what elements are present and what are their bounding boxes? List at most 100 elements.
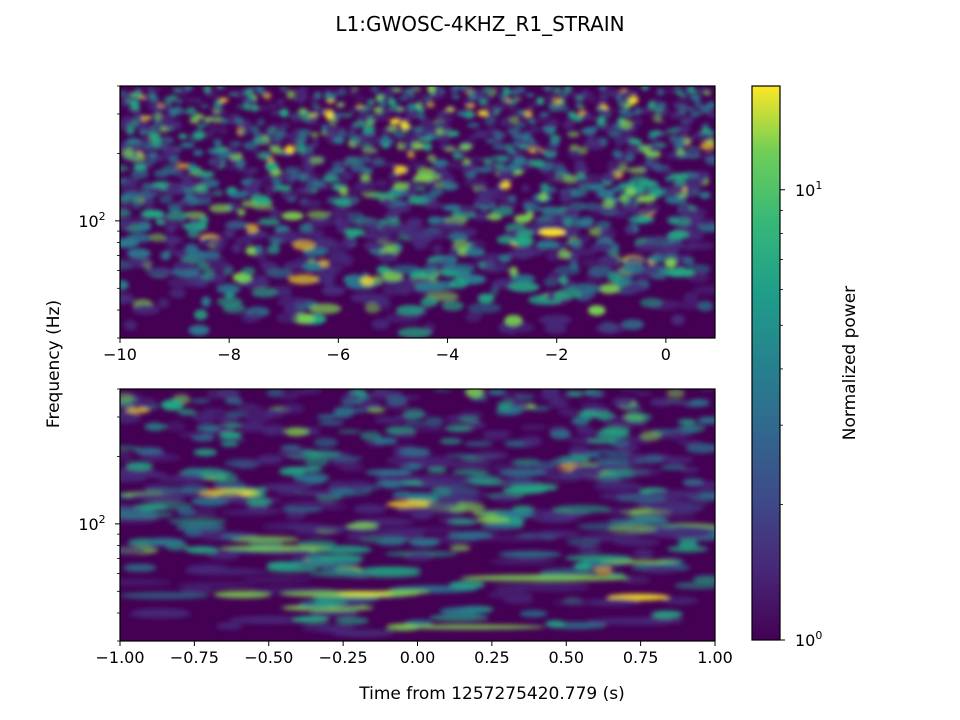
spectrogram-cell [149, 131, 161, 138]
spectrogram-cell [613, 538, 661, 547]
spectrogram-cell [229, 615, 307, 624]
spectrogram-cell [359, 219, 383, 228]
spectrogram-cell [467, 122, 480, 128]
spectrogram-cell [660, 464, 688, 470]
spectrogram-cell [550, 429, 571, 440]
spectrogram-cell [308, 113, 318, 118]
spectrogram-cell [438, 142, 452, 149]
spectrogram-cell [502, 88, 512, 96]
spectrogram-cell [340, 463, 365, 472]
spectrogram-cell [627, 167, 646, 174]
spectrogram-cell [364, 120, 375, 126]
spectrogram-cell [647, 254, 665, 264]
spectrogram-cell [373, 437, 398, 445]
spectrogram-cell [502, 169, 515, 177]
spectrogram-cell [204, 91, 214, 98]
spectrogram-cell [440, 123, 451, 132]
spectrogram-cell [152, 87, 161, 92]
spectrogram-cell [284, 427, 309, 437]
spectrogram-cell [498, 550, 562, 558]
spectrogram-cell [461, 166, 477, 175]
spectrogram-cell [475, 516, 510, 524]
spectrogram-cell [545, 143, 558, 153]
spectrogram-cell [411, 142, 424, 150]
spectrogram-cell [131, 304, 161, 315]
spectrogram-cell [525, 211, 534, 220]
spectrogram-cell [330, 488, 357, 498]
spectrogram-cell [667, 545, 709, 553]
spectrogram-cell [180, 142, 195, 149]
spectrogram-cell [538, 314, 572, 326]
bottom-spectrogram [120, 389, 715, 638]
spectrogram-cell [614, 209, 625, 218]
spectrogram-cell [436, 173, 455, 183]
spectrogram-cell [236, 90, 245, 99]
spectrogram-cell [276, 487, 299, 496]
colorbar-tick-label: 101 [795, 179, 822, 200]
spectrogram-cell [370, 115, 381, 121]
spectrogram-cell [682, 117, 691, 123]
spectrogram-cell [571, 464, 607, 474]
spectrogram-cell [163, 147, 179, 155]
spectrogram-cell [452, 240, 470, 250]
spectrogram-cell [630, 467, 662, 477]
spectrogram-cell [265, 566, 318, 573]
spectrogram-cell [201, 178, 220, 188]
spectrogram-cell [192, 190, 214, 200]
spectrogram-cell [303, 389, 322, 395]
spectrogram-cell [120, 165, 129, 172]
spectrogram-cell [224, 221, 250, 229]
spectrogram-cell [680, 466, 699, 474]
spectrogram-cell [388, 172, 400, 180]
spectrogram-cell [176, 162, 190, 169]
spectrogram-cell [130, 109, 142, 114]
spectrogram-cell [658, 101, 667, 108]
spectrogram-cell [560, 91, 569, 98]
spectrogram-cell [162, 164, 178, 174]
spectrogram-cell [527, 103, 537, 110]
x-tick-label: −8 [217, 345, 241, 364]
spectrogram-cell [162, 137, 175, 144]
spectrogram-cell [371, 318, 390, 330]
spectrogram-cell [279, 108, 289, 118]
spectrogram-cell [624, 147, 641, 155]
spectrogram-cell [558, 249, 571, 259]
spectrogram-cell [321, 285, 346, 296]
spectrogram-cell [320, 567, 357, 575]
spectrogram-cell [675, 136, 686, 146]
spectrogram-cell [327, 126, 337, 131]
spectrogram-cell [480, 523, 525, 530]
spectrogram-cell [338, 87, 348, 96]
spectrogram-cell [193, 309, 208, 321]
spectrogram-cell [413, 125, 424, 132]
spectrogram-cell [464, 421, 487, 429]
spectrogram-cell [123, 91, 132, 99]
spectrogram-cell [120, 219, 133, 230]
spectrogram-cell [191, 398, 211, 404]
spectrogram-cell [693, 575, 715, 584]
spectrogram-cell [385, 243, 398, 253]
spectrogram-cell [621, 275, 633, 286]
spectrogram-cell [475, 197, 497, 207]
spectrogram-cell [479, 192, 497, 200]
spectrogram-cell [581, 114, 591, 120]
spectrogram-cell [137, 221, 152, 232]
top-spectrogram [120, 86, 715, 338]
spectrogram-cell [533, 148, 542, 155]
spectrogram-cell [386, 500, 439, 509]
spectrogram-cell [174, 98, 184, 104]
spectrogram-cell [174, 249, 188, 259]
spectrogram-cell [216, 622, 243, 630]
spectrogram-cell [432, 475, 457, 482]
chart-title: L1:GWOSC-4KHZ_R1_STRAIN [335, 12, 624, 36]
spectrogram-cell [539, 391, 560, 401]
spectrogram-cell [505, 143, 514, 151]
colorbar-tick-label: 100 [795, 629, 822, 650]
y-tick-exponent: 2 [99, 210, 106, 223]
spectrogram-cell [458, 149, 469, 156]
spectrogram-cell [251, 178, 265, 186]
spectrogram-cell [687, 149, 698, 155]
spectrogram-cell [575, 104, 585, 109]
spectrogram-cell [640, 86, 650, 91]
spectrogram-cell [439, 438, 462, 445]
